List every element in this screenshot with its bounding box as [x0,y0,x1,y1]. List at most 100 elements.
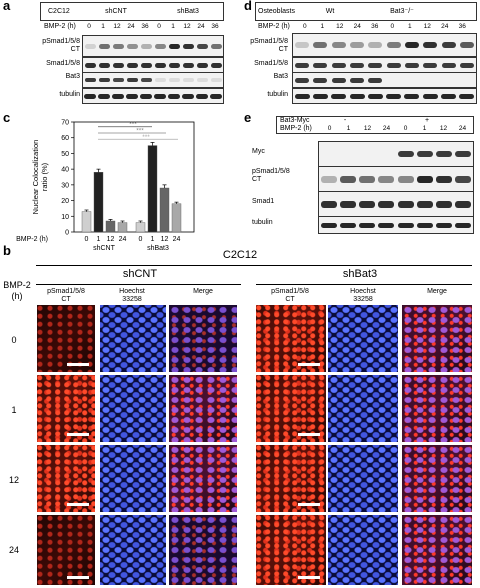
bar [147,145,158,233]
micrograph-r3-c0 [37,515,95,585]
panel-e-blot-smad-band [397,200,414,208]
micrograph-r2-c2 [169,445,237,512]
panel-d-blot-bat3-band [350,77,365,83]
micrograph-r3-c2 [169,515,237,585]
panel-a-blot-smad-band [98,62,110,68]
panel-d-blot-psmad-band [295,42,310,48]
panel-e-blot-myc-band [436,151,453,157]
micrograph-r0-c2 [169,305,237,372]
panel-d-lane-7: 12 [423,23,431,30]
panel-d-time-label: BMP-2 (h) [258,23,290,30]
panel-a-cell-line: C2C12 [48,8,70,15]
panel-a-blot-psmad-band [168,43,180,49]
panel-a-blot-psmad-band [84,43,96,49]
panel-a-blot-tubulin-band [168,93,180,99]
panel-e-blot-tubulin [318,216,474,234]
panel-e-blot-myc-band [416,151,433,157]
x-tick-label: 1 [151,236,155,243]
panel-d-row-3: Bat3 [273,73,288,80]
panel-e-blot-psmad-band [339,175,356,183]
panel-d-blot-psmad-band [459,42,474,48]
panel-d-lane-2: 12 [336,23,344,30]
panel-e-lane-1: 1 [346,125,351,132]
panel-b-title-rule [36,265,472,266]
panel-a-lane-8: 24 [197,23,205,30]
panel-a-lane-2: 12 [113,23,121,30]
bar [105,220,116,233]
panel-d-blot-tubulin-band [367,93,383,99]
panel-d-lane-4: 36 [371,23,379,30]
panel-b-title: C2C12 [222,249,258,261]
panel-d-blot-bat3-band [368,77,383,83]
panel-a-blot-smad-band [154,62,166,68]
panel-d-blot-tubulin-band [331,93,347,99]
panel-e-blot-psmad-band [455,175,472,183]
panel-e-blot-psmad-band [416,175,433,183]
panel-a-blot-smad-band [126,62,138,68]
panel-e-lane-7: 24 [458,125,467,132]
panel-b-group-1: shCNT [122,268,158,280]
panel-e-lane-4: 0 [403,125,408,132]
panel-a-blot-bat3-band [210,78,222,82]
x-tick-label: 24 [173,236,181,243]
panel-e-blot-tubulin-band [397,222,414,228]
panel-e-blot-smad-band [339,200,356,208]
panel-a-blot-tubulin-band [126,93,138,99]
y-tick-label: 10 [61,214,69,221]
panel-a-blot-bat3-band [168,78,180,82]
x-tick-label: 0 [85,236,89,243]
panel-a-lane-7: 12 [183,23,191,30]
panel-d-row-4: tubulin [267,91,288,98]
panel-a-letter: a [3,0,11,13]
scale-bar [67,576,89,579]
scale-bar [298,503,320,506]
micrograph-r3-c3 [256,515,326,585]
panel-a-blot-smad-band [140,62,152,68]
panel-a-blot-smad-band [182,62,194,68]
micrograph-r0-c0 [37,305,95,372]
panel-a-blot-psmad-band [98,43,110,49]
panel-d-lane-8: 24 [441,23,449,30]
panel-d-blot-tubulin [292,88,477,104]
x-tick-label: 12 [161,236,169,243]
panel-e-time-label: BMP-2 (h) [280,125,312,132]
y-tick-label: 50 [61,151,69,158]
x-tick-label: 0 [139,236,143,243]
panel-a-blot-psmad-band [154,43,166,49]
panel-d-blot-tubulin-band [422,93,438,99]
panel-e-header [276,116,474,134]
scale-bar [298,363,320,366]
panel-d-blot-tubulin-band [441,93,457,99]
panel-d-blot-psmad-band [423,42,438,48]
panel-e-row-1: Myc [252,148,265,155]
panel-d-blot-smad [292,57,477,73]
panel-d-blot-bat3-band [331,77,346,83]
panel-e-blot-myc-band [397,151,414,157]
panel-e-blot-myc-band [455,151,472,157]
panel-e-blot-smad-band [378,200,395,208]
panel-d-lane-6: 1 [407,23,412,30]
micrograph-r1-c1 [100,375,166,442]
panel-a-row-4: tubulin [59,91,80,98]
panel-d-row-1: pSmad1/5/8 CT [250,38,288,53]
panel-a-blot-psmad-band [196,43,208,49]
chart-plot-frame [73,121,195,233]
x-tick-label: 12 [107,236,115,243]
panel-e-blot-psmad-band [320,175,337,183]
panel-a-blot-tubulin-band [112,93,124,99]
panel-e-lane-3: 24 [382,125,391,132]
panel-d-blot-bat3-band [313,77,328,83]
panel-d-lane-9: 36 [458,23,466,30]
panel-a-blot-bat3-band [196,78,208,82]
panel-e-blot-psmad-band [378,175,395,183]
panel-e-blot-smad [318,191,474,217]
panel-a-lane-0: 0 [87,23,91,30]
panel-d-blot-smad-band [295,62,310,68]
panel-b-row-label-0: 0 [11,335,17,345]
panel-b-group-1-rule [36,284,241,285]
panel-e-blot-smad-band [436,200,453,208]
panel-d-blot-psmad [292,33,477,57]
panel-e-row-2: pSmad1/5/8 CT [252,168,290,183]
significance-label: *** [129,121,137,128]
